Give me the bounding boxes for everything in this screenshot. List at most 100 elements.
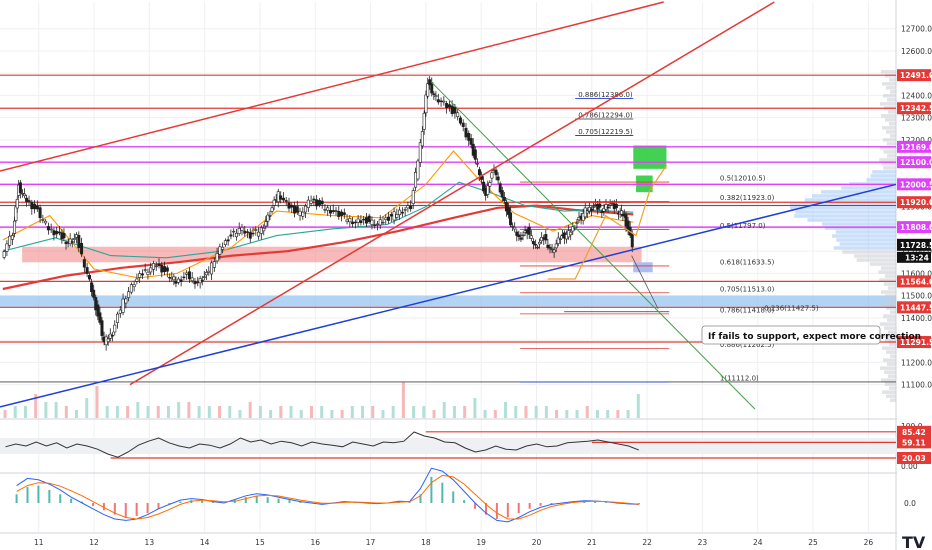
price-tick-13: 12400.0 (901, 91, 932, 100)
profile-bar-49 (789, 202, 896, 206)
candle-232 (569, 231, 573, 236)
volume-bar-52 (534, 406, 538, 418)
candle-154 (395, 214, 399, 218)
macd-hist-22 (255, 495, 258, 503)
volume-bar-39 (401, 382, 405, 418)
price-tag-4-bg (897, 178, 931, 191)
volume-bar-13 (136, 402, 140, 418)
candle-23 (57, 231, 61, 234)
profile-bar-26 (884, 294, 896, 298)
candle-51 (121, 298, 125, 313)
candle-34 (82, 259, 86, 268)
profile-bar-68 (881, 126, 896, 130)
green-decline (431, 81, 756, 410)
profile-bar-30 (879, 278, 896, 282)
macd-hist-48 (539, 503, 542, 506)
candle-16 (38, 207, 42, 218)
volume-bar-58 (595, 410, 599, 418)
candle-169 (430, 82, 434, 94)
candle-87 (215, 253, 219, 262)
candles (2, 76, 634, 351)
profile-bar-63 (879, 146, 896, 150)
volume-bar-54 (555, 410, 559, 418)
profile-bar-82 (881, 70, 896, 74)
candle-120 (301, 211, 305, 217)
candle-205 (513, 227, 517, 230)
red-support-zone (22, 246, 642, 263)
price-tick-3: 11400.0 (901, 314, 932, 323)
profile-bar-57 (872, 170, 896, 174)
candle-38 (92, 289, 96, 298)
price-tag-1: 12342.5 (900, 104, 932, 113)
candle-60 (146, 271, 150, 275)
ema-orange (2, 150, 634, 279)
volume-bar-56 (575, 410, 579, 418)
fib-label-6: 0.618(11633.5) (720, 258, 775, 266)
macd-hist-42 (474, 503, 477, 509)
volume-bar-41 (422, 406, 426, 418)
profile-bar-69 (888, 122, 896, 126)
fib-label-0: 0.886(12386.0) (578, 91, 633, 99)
profile-bar-13 (882, 346, 896, 350)
fib-label-10: 0.886(11262.5) (720, 341, 775, 349)
candle-250 (606, 206, 610, 209)
candle-121 (304, 205, 308, 213)
candle-164 (420, 131, 424, 147)
profile-bar-41 (832, 234, 896, 238)
candle-66 (163, 266, 167, 273)
volume-bar-47 (483, 410, 487, 418)
volume-bar-27 (279, 406, 283, 418)
candle-78 (193, 281, 197, 285)
candle-204 (511, 225, 515, 228)
profile-bar-27 (880, 290, 896, 294)
profile-bar-81 (885, 74, 896, 78)
profile-bar-51 (812, 194, 896, 198)
candle-119 (298, 210, 302, 216)
candle-86 (212, 261, 216, 268)
candle-161 (414, 172, 418, 188)
profile-bar-25 (888, 298, 896, 302)
macd-hist-17 (201, 500, 204, 503)
candle-54 (129, 284, 133, 293)
price-tick-4: 11500.0 (901, 292, 932, 301)
macd-hist-41 (463, 500, 466, 503)
blue-retest-box (633, 262, 653, 273)
volume-bar-25 (258, 406, 262, 418)
candle-194 (490, 172, 494, 179)
macd-hist-40 (452, 491, 455, 503)
candle-235 (575, 222, 579, 224)
volume-bar-10 (105, 406, 109, 418)
volume-bar-2 (23, 406, 27, 418)
candle-58 (140, 273, 144, 276)
profile-bar-70 (884, 118, 896, 122)
macd-hist-46 (517, 503, 520, 514)
price-tick-6: 11700.0 (901, 247, 932, 256)
candle-15 (35, 205, 39, 210)
candle-257 (620, 210, 624, 215)
volume-bar-38 (391, 406, 395, 418)
volume-bar-50 (514, 406, 518, 418)
candle-158 (406, 205, 410, 209)
candle-209 (521, 234, 525, 237)
volume-bar-17 (177, 402, 181, 418)
profile-bar-77 (890, 90, 896, 94)
candle-33 (80, 242, 84, 255)
macd-hist-44 (495, 503, 498, 519)
macd-hist-3 (48, 489, 51, 503)
candle-45 (106, 338, 110, 342)
steep-red (129, 1, 775, 386)
macd-hist-13 (157, 503, 160, 509)
candle-186 (473, 149, 477, 160)
volume-bar-4 (44, 402, 48, 418)
profile-bar-36 (854, 254, 896, 258)
candle-165 (422, 112, 426, 130)
fib-label-11: 1(11112.0) (720, 374, 759, 382)
volume-bar-60 (616, 410, 620, 418)
profile-bar-20 (887, 318, 896, 322)
profile-bar-45 (807, 218, 896, 222)
profile-bar-12 (886, 350, 896, 354)
time-tick-7: 18 (421, 538, 431, 547)
profile-bar-24 (881, 302, 896, 306)
profile-bar-47 (795, 210, 896, 214)
